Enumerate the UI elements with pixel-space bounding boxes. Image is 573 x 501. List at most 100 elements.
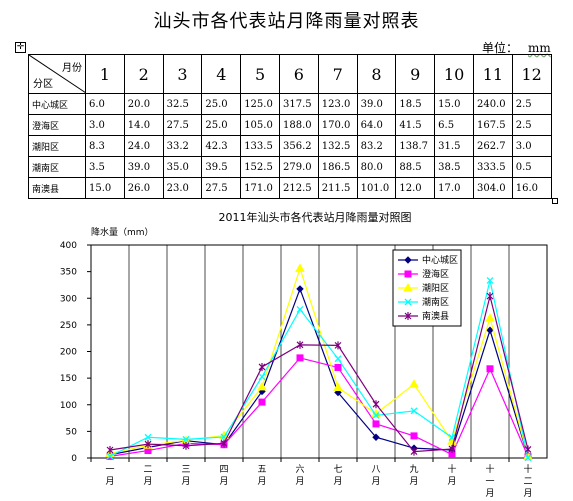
rainfall-value-cell: 133.5	[240, 135, 280, 157]
x-tick-label: 四月	[219, 465, 228, 487]
rainfall-value-cell: 39.0	[356, 93, 397, 115]
data-point	[257, 381, 267, 391]
rainfall-value-cell: 24.0	[123, 135, 164, 157]
data-point	[296, 340, 304, 349]
rainfall-value-cell: 317.5	[278, 93, 319, 115]
x-tick-label: 五月	[257, 465, 266, 487]
month-header-10: 10	[434, 54, 474, 94]
x-tick-label: 九月	[409, 464, 418, 487]
data-point	[410, 432, 418, 440]
y-tick-label: 350	[60, 268, 77, 278]
rainfall-table: 月份 分区 1 2 3 4 5 6 7 8 9 10 11 12 中心城区 6.0 20.0 32.5 25.…	[28, 54, 552, 199]
month-header-11: 11	[472, 54, 513, 94]
rainfall-value-cell: 20.0	[123, 93, 164, 115]
table-header-row: 月份 分区 1 2 3 4 5 6 7 8 9 10 11 12	[28, 54, 552, 94]
rainfall-value-cell: 304.0	[472, 177, 513, 199]
data-point	[372, 400, 380, 409]
rainfall-value-cell: 26.0	[123, 177, 164, 199]
rainfall-value-cell: 8.3	[85, 135, 125, 157]
data-point	[524, 445, 532, 454]
rainfall-value-cell: 212.5	[278, 177, 319, 199]
corner-header-cell: 月份 分区	[28, 54, 86, 94]
x-tick-label: 七月	[333, 464, 342, 487]
series-line	[109, 287, 529, 457]
rainfall-value-cell: 35.0	[162, 156, 203, 178]
rainfall-value-cell: 23.0	[162, 177, 203, 199]
data-point	[220, 439, 228, 448]
x-tick-label: 八月	[371, 465, 380, 487]
table-row: 潮阳区 8.3 24.0 33.2 42.3 133.5 356.2 132.5 83.2 138…	[28, 135, 552, 157]
table-row: 南澳县 15.0 26.0 23.0 27.5 171.0 212.5 211.5 101.0 1…	[28, 177, 552, 199]
y-axis-label: 降水量（mm）	[91, 226, 154, 238]
rainfall-value-cell: 186.5	[317, 156, 358, 178]
data-point	[144, 440, 152, 449]
rainfall-value-cell: 25.0	[201, 93, 242, 115]
rainfall-value-cell: 240.0	[472, 93, 513, 115]
rainfall-value-cell: 262.7	[472, 135, 513, 157]
grid-layer	[90, 244, 548, 459]
data-point	[182, 435, 190, 443]
y-tick-label: 200	[60, 348, 77, 358]
y-tick-label: 0	[71, 454, 77, 464]
table-row: 澄海区 3.0 14.0 27.5 25.0 105.0 188.0 170.0 64.0 41.…	[28, 114, 552, 136]
rainfall-value-cell: 356.2	[278, 135, 319, 157]
month-header-8: 8	[356, 54, 397, 94]
series-layer	[105, 263, 533, 462]
rainfall-value-cell: 188.0	[278, 114, 319, 136]
rainfall-value-cell: 42.3	[201, 135, 242, 157]
rainfall-value-cell: 167.5	[472, 114, 513, 136]
data-point	[448, 444, 456, 453]
y-tick-label: 150	[60, 374, 77, 384]
rainfall-value-cell: 41.5	[395, 114, 436, 136]
rainfall-value-cell: 2.5	[511, 93, 552, 115]
data-point	[404, 298, 412, 306]
data-point	[296, 305, 304, 313]
data-point	[404, 270, 412, 278]
month-header-1: 1	[85, 54, 125, 94]
rainfall-value-cell: 105.0	[240, 114, 280, 136]
data-point	[404, 256, 412, 264]
data-point	[486, 292, 494, 301]
axis-layer: 0 50 100 150 200 250 300 350 400 一月 二月 三月 四月 五月 六月 七月 八月…	[60, 241, 533, 499]
rainfall-value-cell: 101.0	[356, 177, 397, 199]
rainfall-value-cell: 125.0	[240, 93, 280, 115]
data-point	[106, 452, 114, 460]
data-point	[333, 382, 343, 391]
rainfall-value-cell: 12.0	[395, 177, 436, 199]
data-point	[524, 454, 532, 462]
month-header-7: 7	[317, 54, 358, 94]
data-point	[296, 354, 304, 362]
rainfall-value-cell: 18.5	[395, 93, 436, 115]
data-point	[334, 341, 342, 350]
data-point	[182, 441, 190, 450]
rainfall-value-cell: 15.0	[85, 177, 125, 199]
rainfall-value-cell: 152.5	[240, 156, 280, 178]
rainfall-value-cell: 27.5	[201, 177, 242, 199]
table-row: 潮南区 3.5 39.0 35.0 39.5 152.5 279.0 186.5 80.0 88.…	[28, 156, 552, 178]
rainfall-value-cell: 123.0	[317, 93, 358, 115]
month-header-9: 9	[395, 54, 436, 94]
rainfall-value-cell: 6.0	[85, 93, 125, 115]
y-tick-label: 100	[60, 401, 77, 411]
y-tick-label: 50	[66, 427, 78, 437]
legend-label: 潮南区	[422, 296, 449, 308]
month-header-6: 6	[278, 54, 319, 94]
table-body: 中心城区 6.0 20.0 32.5 25.0 125.0 317.5 123.0 39.0 18…	[28, 93, 552, 199]
series-line	[109, 295, 529, 453]
rainfall-value-cell: 32.5	[162, 93, 203, 115]
month-header-5: 5	[240, 54, 280, 94]
x-tick-label: 二月	[143, 465, 152, 487]
x-tick-label: 十二月	[523, 463, 532, 499]
rainfall-value-cell: 3.5	[85, 156, 125, 178]
rainfall-value-cell: 39.0	[123, 156, 164, 178]
x-tick-label: 六月	[295, 463, 304, 487]
series-line	[109, 266, 529, 457]
rainfall-value-cell: 31.5	[434, 135, 474, 157]
x-tick-label: 十一月	[485, 463, 494, 499]
data-point	[486, 326, 494, 334]
rainfall-value-cell: 83.2	[356, 135, 397, 157]
data-point	[410, 447, 418, 456]
table-move-handle-icon[interactable]: ✛	[15, 42, 26, 53]
table-resize-handle[interactable]	[552, 198, 558, 204]
